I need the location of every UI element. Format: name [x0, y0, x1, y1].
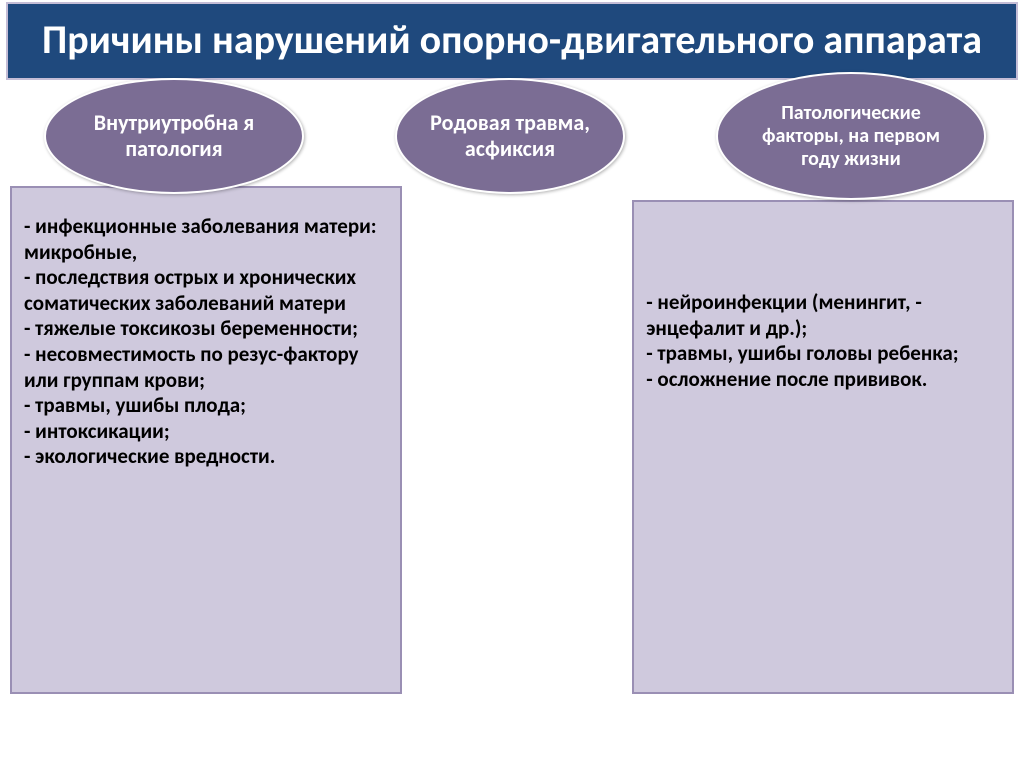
list-item: - экологические вредности.	[24, 444, 388, 470]
ellipse-label-3: Патологические факторы, на первом году ж…	[746, 102, 956, 171]
category-ellipse-birth: Родовая травма, асфиксия	[395, 78, 625, 194]
list-item: - тяжелые токсикозы беременности;	[24, 316, 388, 342]
details-box-right: - нейроинфекции (менингит, - энцефалит и…	[632, 200, 1014, 694]
title-header: Причины нарушений опорно-двигательного а…	[6, 2, 1018, 80]
ellipse-label-2: Родовая травма, асфиксия	[425, 110, 595, 163]
list-item: - инфекционные заболевания матери: микро…	[24, 214, 388, 265]
category-ellipse-prenatal: Внутриутробна я патология	[44, 78, 304, 194]
list-item: - интоксикации;	[24, 419, 388, 445]
categories-row: Внутриутробна я патология Родовая травма…	[30, 78, 994, 200]
ellipse-label-1: Внутриутробна я патология	[74, 110, 274, 163]
category-ellipse-firstyear: Патологические факторы, на первом году ж…	[716, 72, 986, 200]
list-item: - последствия острых и хронических сомат…	[24, 265, 388, 316]
list-item: - травмы, ушибы плода;	[24, 393, 388, 419]
list-item: - осложнение после прививок.	[646, 367, 1000, 393]
list-item: - несовместимость по резус-фактору или г…	[24, 342, 388, 393]
details-row: - инфекционные заболевания матери: микро…	[10, 186, 1014, 694]
list-item: - нейроинфекции (менингит, - энцефалит и…	[646, 290, 1000, 341]
page-title: Причины нарушений опорно-двигательного а…	[18, 18, 1006, 62]
spacer	[402, 186, 633, 694]
list-item: - травмы, ушибы головы ребенка;	[646, 341, 1000, 367]
details-box-left: - инфекционные заболевания матери: микро…	[10, 186, 402, 694]
